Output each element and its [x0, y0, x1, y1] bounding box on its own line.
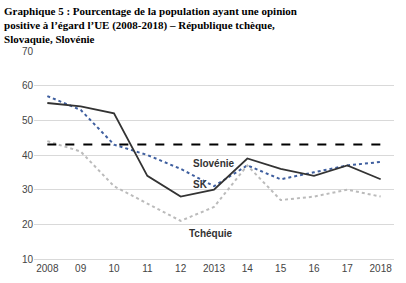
svg-text:14: 14	[242, 263, 254, 274]
svg-text:70: 70	[22, 46, 34, 57]
svg-text:Slovénie: Slovénie	[193, 158, 235, 169]
svg-text:50: 50	[22, 115, 34, 126]
svg-text:Graphique 5 : Pourcentage de l: Graphique 5 : Pourcentage de la populati…	[4, 5, 297, 46]
svg-text:17: 17	[342, 263, 354, 274]
svg-text:12: 12	[175, 263, 187, 274]
svg-text:SK: SK	[193, 179, 208, 190]
svg-text:16: 16	[308, 263, 320, 274]
svg-text:30: 30	[22, 184, 34, 195]
svg-text:09: 09	[75, 263, 87, 274]
svg-text:15: 15	[275, 263, 287, 274]
svg-text:Tchéquie: Tchéquie	[189, 228, 233, 239]
svg-text:2013: 2013	[203, 263, 226, 274]
svg-text:2018: 2018	[370, 263, 393, 274]
svg-text:10: 10	[108, 263, 120, 274]
svg-text:40: 40	[22, 150, 34, 161]
svg-text:10: 10	[22, 254, 34, 265]
svg-text:60: 60	[22, 80, 34, 91]
svg-text:2008: 2008	[36, 263, 59, 274]
svg-text:11: 11	[142, 263, 153, 274]
svg-text:20: 20	[22, 219, 34, 230]
